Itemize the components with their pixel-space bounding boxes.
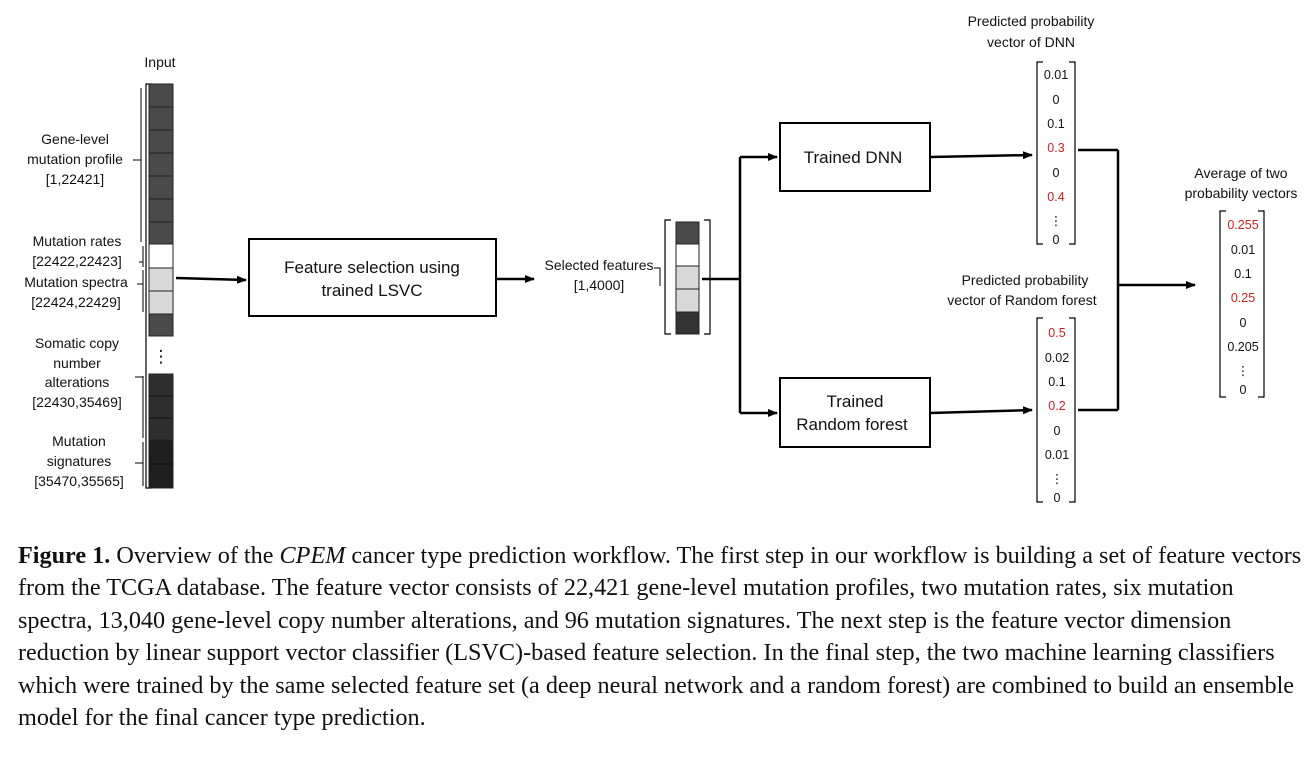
gene-cells [148,83,174,245]
rf-prob-title-2: vector of Random forest [947,292,1097,308]
fs-box-line1: Feature selection using [284,258,460,277]
input-title: Input [144,54,175,70]
dnn-v2: 0.1 [1047,117,1064,131]
rf-v1: 0.02 [1045,351,1069,365]
rf-v4: 0 [1054,424,1061,438]
feature-selection-box [248,238,497,317]
svg-text:[22430,35469]: [22430,35469] [32,394,122,410]
svg-text:Somatic copy: Somatic copy [35,335,119,351]
figure-caption: Figure 1. Overview of the CPEM cancer ty… [18,540,1303,734]
sig-label: Mutation signatures [35470,35565] [34,433,144,489]
svg-text:[22424,22429]: [22424,22429] [31,294,121,310]
avg-vector: 0.255 0.01 0.1 0.25 0 0.205 ⋮ 0 [1219,210,1265,398]
dnn-v5: 0.4 [1047,190,1064,204]
rates-cells [148,243,174,269]
svg-text:[1,22421]: [1,22421] [46,171,104,187]
workflow-diagram: Input ⋮ Gene-level mutation profile [1,2… [24,13,1298,505]
avg-v4: 0 [1240,316,1247,330]
rf-prob-title-1: Predicted probability [962,272,1089,288]
avg-v3: 0.25 [1231,291,1255,305]
input-vector: ⋮ [148,83,174,489]
caption-italic: CPEM [279,542,346,569]
svg-text:mutation profile: mutation profile [27,151,123,167]
rf-box-line2: Random forest [796,415,908,434]
cna-cells [148,373,174,441]
rf-v3: 0.2 [1048,399,1065,413]
avg-v6: ⋮ [1237,364,1250,378]
dnn-vector: 0.01 0 0.1 0.3 0 0.4 ⋮ 0 [1036,61,1076,247]
dnn-v3: 0.3 [1047,141,1064,155]
dnn-v1: 0 [1053,93,1060,107]
avg-v1: 0.01 [1231,243,1255,257]
avg-v5: 0.205 [1227,340,1258,354]
input-vdots: ⋮ [153,347,170,366]
dnn-box-label: Trained DNN [804,148,903,167]
selected-label-line1: Selected features [545,257,654,273]
svg-text:alterations: alterations [45,374,110,390]
spectra-dark-cell [148,313,174,337]
svg-text:Mutation: Mutation [52,433,106,449]
arrow-dnn-to-vector [929,151,1033,160]
rf-v0: 0.5 [1048,326,1065,340]
rf-v6: ⋮ [1051,472,1064,486]
caption-pre: Overview of the [110,542,280,569]
svg-text:Gene-level: Gene-level [41,131,109,147]
dnn-prob-title-1: Predicted probability [968,13,1095,29]
selected-label-line2: [1,4000] [574,277,625,293]
arrow-input-to-fs [175,275,247,284]
rf-v7: 0 [1054,491,1061,505]
dnn-v0: 0.01 [1044,68,1068,82]
avg-v0: 0.255 [1227,218,1258,232]
dnn-prob-title-2: vector of DNN [987,34,1075,50]
caption-label: Figure 1. [18,542,111,569]
rf-v2: 0.1 [1048,375,1065,389]
cna-label: Somatic copy number alterations [22430,3… [32,335,144,438]
caption-body: cancer type prediction workflow. The fir… [18,542,1302,732]
rf-box-line1: Trained [826,392,883,411]
spectra-label: Mutation spectra [22424,22429] [24,270,144,312]
selected-vector [664,219,711,335]
svg-text:[22422,22423]: [22422,22423] [32,253,122,269]
dnn-v4: 0 [1053,166,1060,180]
dnn-v6: ⋮ [1050,214,1063,228]
fs-box-line2: trained LSVC [321,281,422,300]
svg-text:[35470,35565]: [35470,35565] [34,473,124,489]
svg-text:number: number [53,355,101,371]
rf-vector: 0.5 0.02 0.1 0.2 0 0.01 ⋮ 0 [1036,317,1076,505]
merge-connector [1078,148,1196,412]
svg-text:Mutation rates: Mutation rates [33,233,122,249]
avg-title-1: Average of two [1194,165,1287,181]
rates-label: Mutation rates [22422,22423] [32,233,144,269]
svg-text:signatures: signatures [47,453,112,469]
arrow-rf-to-vector [929,406,1033,415]
gene-label: Gene-level mutation profile [1,22421] [27,88,142,242]
rf-box [779,377,931,448]
avg-title-2: probability vectors [1185,185,1298,201]
dnn-box [779,122,931,192]
branch-connector [702,153,778,417]
avg-v7: 0 [1240,383,1247,397]
dnn-v7: 0 [1053,233,1060,247]
rf-v5: 0.01 [1045,448,1069,462]
svg-text:Mutation spectra: Mutation spectra [24,274,128,290]
avg-v2: 0.1 [1234,267,1251,281]
